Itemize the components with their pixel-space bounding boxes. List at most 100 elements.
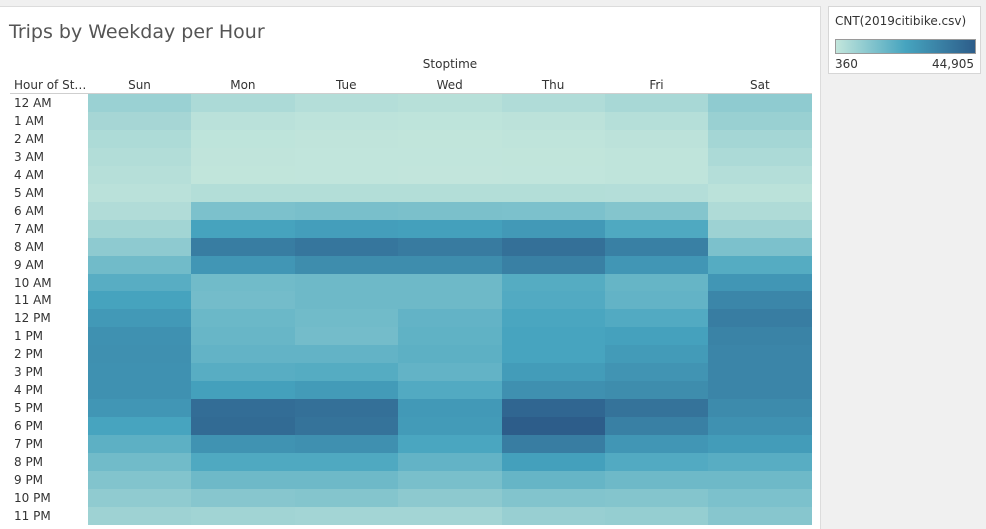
heatmap-cell[interactable] [501, 201, 606, 221]
heatmap-cell[interactable] [501, 183, 606, 203]
heatmap-cell[interactable] [501, 291, 606, 310]
heatmap-cell[interactable] [708, 255, 813, 274]
heatmap-cell[interactable] [708, 399, 813, 418]
heatmap-cell[interactable] [708, 183, 813, 203]
heatmap-cell[interactable] [88, 255, 192, 274]
heatmap-cell[interactable] [191, 183, 296, 203]
heatmap-cell[interactable] [88, 129, 192, 149]
heatmap-cell[interactable] [294, 183, 399, 203]
heatmap-cell[interactable] [191, 129, 296, 149]
heatmap-cell[interactable] [501, 129, 606, 149]
heatmap-cell[interactable] [708, 165, 813, 185]
heatmap-cell[interactable] [605, 183, 709, 203]
row-header-label[interactable]: Hour of Sta.. [14, 78, 88, 92]
heatmap-cell[interactable] [398, 255, 503, 274]
heatmap-cell[interactable] [501, 94, 606, 113]
heatmap-cell[interactable] [708, 363, 813, 382]
heatmap-cell[interactable] [605, 237, 709, 257]
heatmap-cell[interactable] [501, 237, 606, 257]
heatmap-cell[interactable] [88, 273, 192, 292]
heatmap-cell[interactable] [294, 470, 399, 490]
heatmap-cell[interactable] [294, 435, 399, 454]
heatmap-cell[interactable] [191, 309, 296, 328]
heatmap-cell[interactable] [605, 94, 709, 113]
heatmap-cell[interactable] [605, 435, 709, 454]
heatmap-cell[interactable] [605, 255, 709, 274]
heatmap-cell[interactable] [398, 399, 503, 418]
heatmap-cell[interactable] [294, 506, 399, 526]
heatmap-cell[interactable] [398, 129, 503, 149]
heatmap-cell[interactable] [708, 291, 813, 310]
heatmap-cell[interactable] [708, 201, 813, 221]
heatmap-cell[interactable] [191, 94, 296, 113]
heatmap-cell[interactable] [294, 111, 399, 131]
heatmap-cell[interactable] [88, 183, 192, 203]
heatmap-cell[interactable] [294, 147, 399, 167]
heatmap-cell[interactable] [708, 381, 813, 400]
heatmap-cell[interactable] [191, 291, 296, 310]
heatmap-cell[interactable] [501, 363, 606, 382]
heatmap-cell[interactable] [398, 453, 503, 472]
heatmap-cell[interactable] [501, 147, 606, 167]
heatmap-cell[interactable] [191, 273, 296, 292]
heatmap-cell[interactable] [708, 147, 813, 167]
heatmap-cell[interactable] [88, 201, 192, 221]
heatmap-cell[interactable] [501, 417, 606, 436]
heatmap-cell[interactable] [605, 453, 709, 472]
heatmap-cell[interactable] [501, 165, 606, 185]
heatmap-cell[interactable] [605, 417, 709, 436]
heatmap-cell[interactable] [708, 417, 813, 436]
heatmap-cell[interactable] [605, 399, 709, 418]
heatmap-cell[interactable] [398, 183, 503, 203]
heatmap-cell[interactable] [708, 488, 813, 508]
heatmap-cell[interactable] [294, 363, 399, 382]
heatmap-cell[interactable] [294, 201, 399, 221]
heatmap-cell[interactable] [88, 345, 192, 364]
heatmap-cell[interactable] [294, 399, 399, 418]
heatmap-cell[interactable] [191, 470, 296, 490]
heatmap-cell[interactable] [605, 363, 709, 382]
heatmap-cell[interactable] [294, 381, 399, 400]
heatmap-cell[interactable] [605, 488, 709, 508]
heatmap-cell[interactable] [501, 399, 606, 418]
heatmap-cell[interactable] [294, 255, 399, 274]
heatmap-cell[interactable] [191, 381, 296, 400]
heatmap-cell[interactable] [191, 435, 296, 454]
heatmap-cell[interactable] [88, 219, 192, 239]
heatmap-cell[interactable] [398, 273, 503, 292]
heatmap-cell[interactable] [294, 309, 399, 328]
heatmap-cell[interactable] [501, 488, 606, 508]
heatmap-cell[interactable] [88, 417, 192, 436]
heatmap-cell[interactable] [191, 219, 296, 239]
heatmap-cell[interactable] [501, 453, 606, 472]
heatmap-cell[interactable] [294, 273, 399, 292]
heatmap-cell[interactable] [191, 488, 296, 508]
heatmap-cell[interactable] [605, 147, 709, 167]
heatmap-cell[interactable] [708, 309, 813, 328]
heatmap-cell[interactable] [88, 363, 192, 382]
heatmap-cell[interactable] [708, 273, 813, 292]
heatmap-cell[interactable] [398, 506, 503, 526]
heatmap-cell[interactable] [88, 488, 192, 508]
heatmap-cell[interactable] [398, 381, 503, 400]
heatmap-cell[interactable] [191, 417, 296, 436]
heatmap-cell[interactable] [708, 94, 813, 113]
heatmap-cell[interactable] [88, 381, 192, 400]
heatmap-cell[interactable] [294, 165, 399, 185]
heatmap-cell[interactable] [501, 273, 606, 292]
heatmap-cell[interactable] [708, 111, 813, 131]
heatmap-cell[interactable] [398, 111, 503, 131]
heatmap-cell[interactable] [191, 147, 296, 167]
heatmap-cell[interactable] [605, 470, 709, 490]
heatmap-cell[interactable] [88, 165, 192, 185]
heatmap-cell[interactable] [88, 470, 192, 490]
heatmap-cell[interactable] [501, 435, 606, 454]
heatmap-cell[interactable] [191, 237, 296, 257]
heatmap-cell[interactable] [191, 111, 296, 131]
heatmap-cell[interactable] [605, 201, 709, 221]
heatmap-cell[interactable] [294, 129, 399, 149]
heatmap-cell[interactable] [398, 470, 503, 490]
heatmap-cell[interactable] [88, 237, 192, 257]
heatmap-cell[interactable] [191, 363, 296, 382]
heatmap-cell[interactable] [191, 255, 296, 274]
